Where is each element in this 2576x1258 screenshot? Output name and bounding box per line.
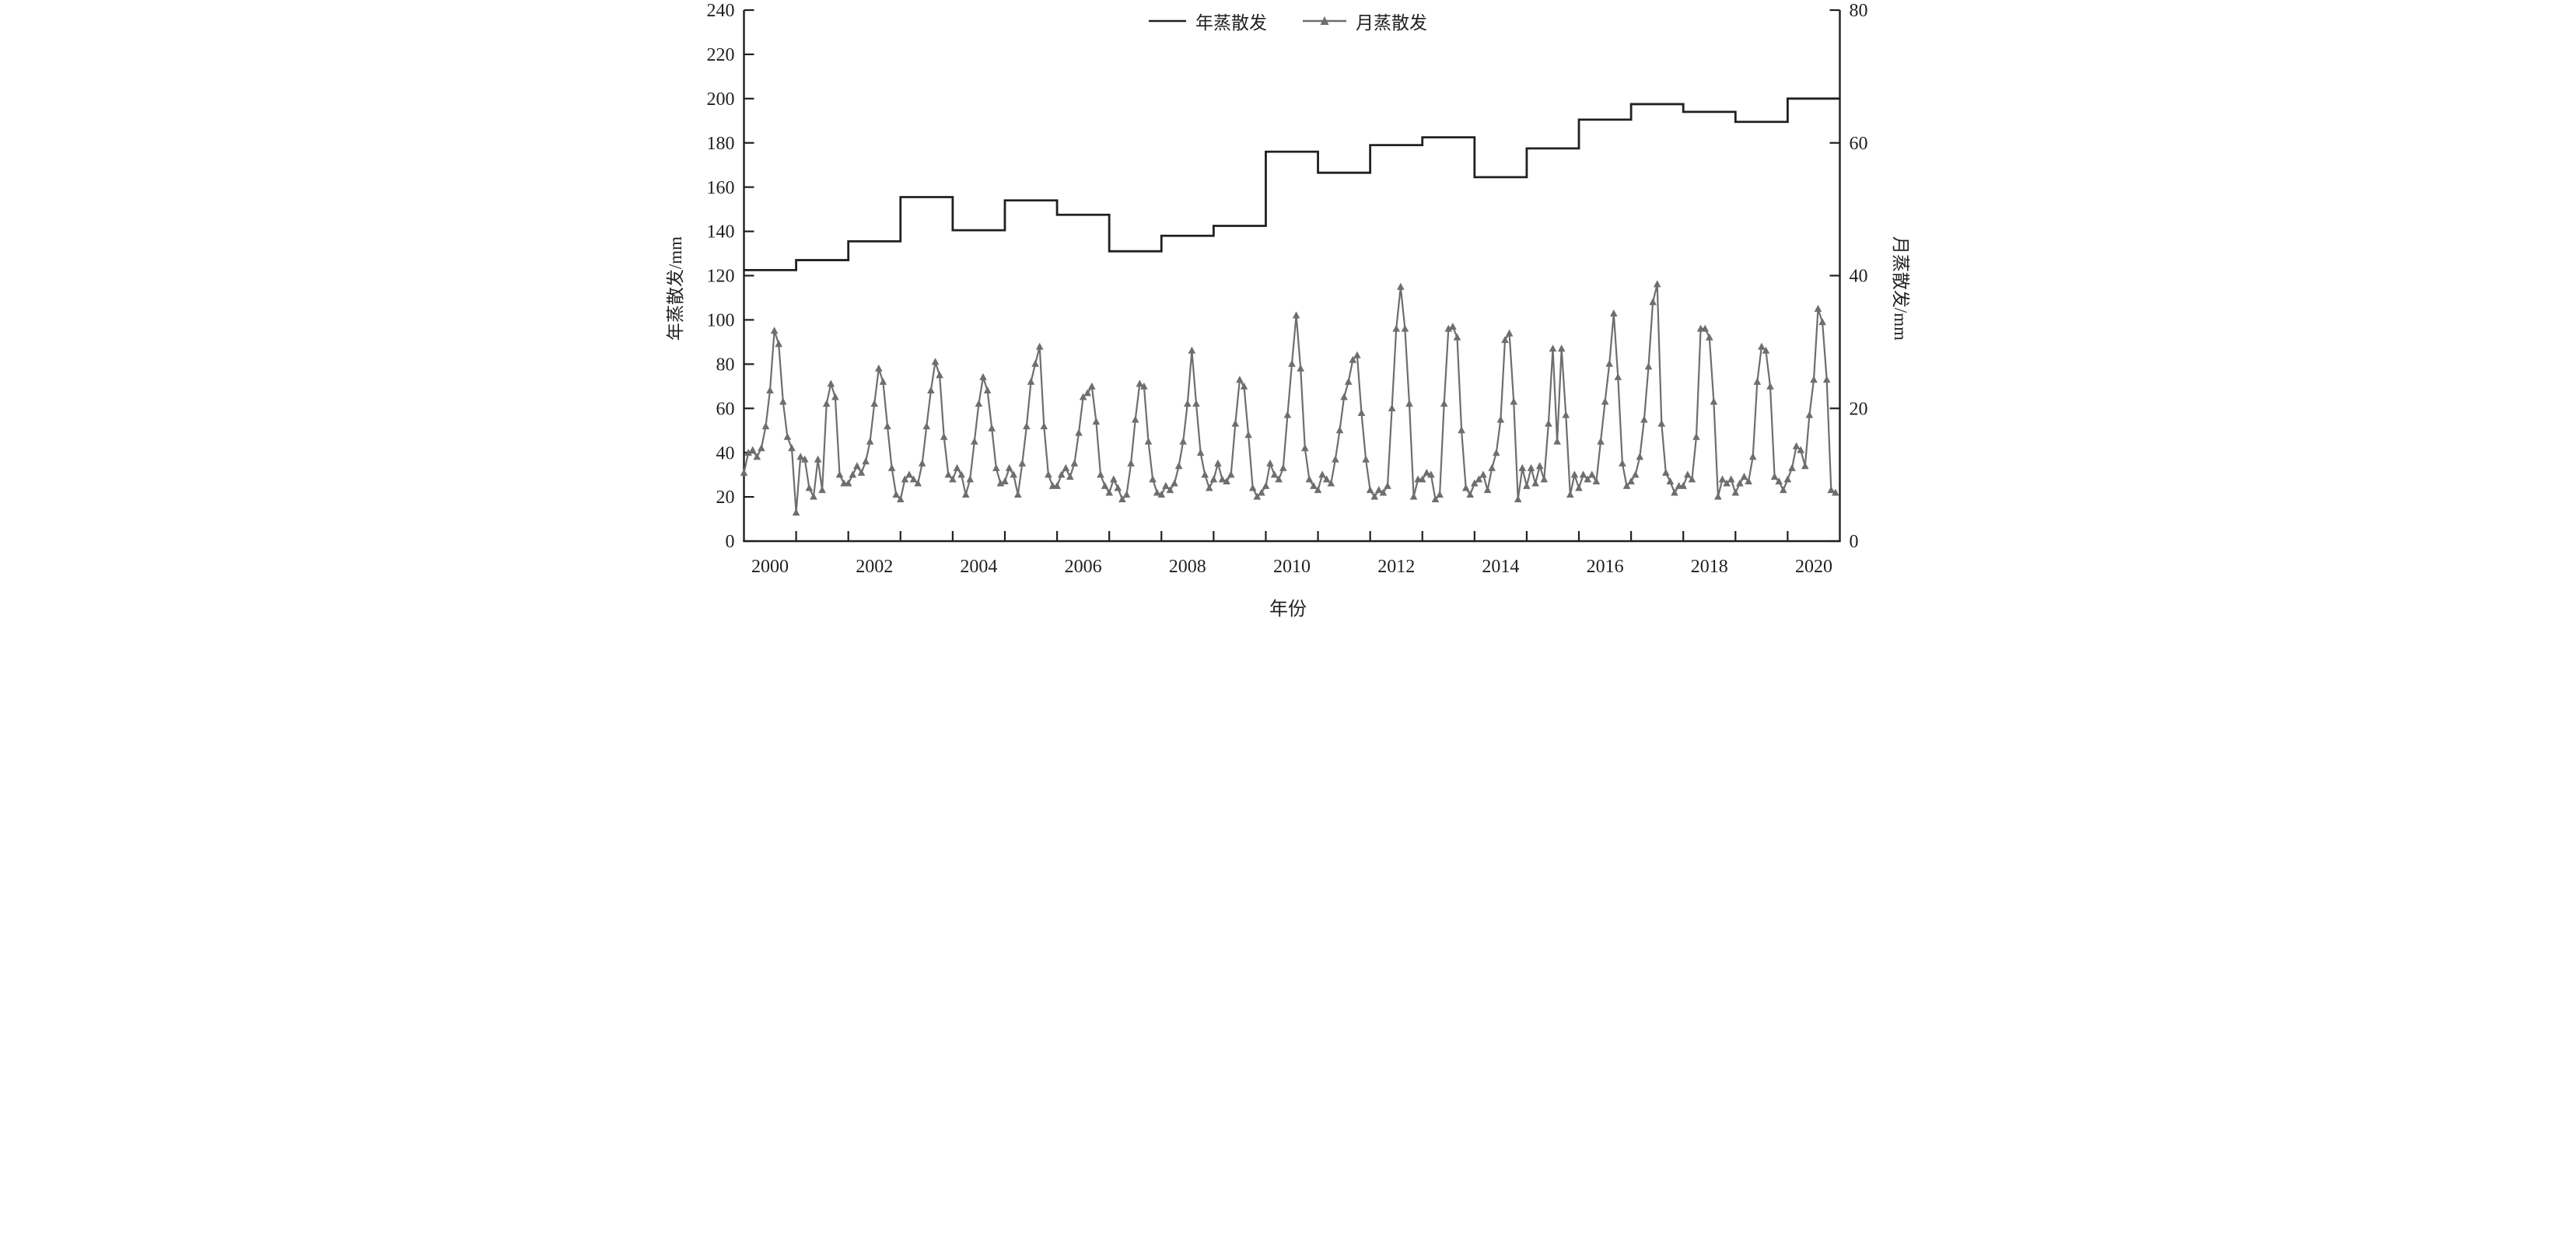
left-axis-tick-label: 140 <box>707 222 735 243</box>
x-axis-tick-label: 2010 <box>1273 557 1311 577</box>
x-axis-title: 年份 <box>1269 599 1307 620</box>
left-axis-tick-label: 80 <box>716 355 735 375</box>
monthly-line-triangle-sample-icon <box>1303 16 1346 25</box>
legend-item-annual: 年蒸散发 <box>1149 8 1267 34</box>
monthly-evapotranspiration-line <box>743 283 1836 514</box>
legend-label-monthly: 月蒸散发 <box>1356 13 1427 33</box>
x-axis-tick-label: 2018 <box>1691 557 1728 577</box>
left-axis-tick-label: 0 <box>726 532 735 552</box>
left-axis-tick-label: 220 <box>707 45 735 65</box>
x-axis-tick-label: 2006 <box>1065 557 1102 577</box>
chart-legend: 年蒸散发 月蒸散发 <box>644 8 1932 34</box>
left-axis-tick-label: 120 <box>707 267 735 287</box>
chart-canvas: 0 20 40 60 80 100 120 140 160 180 200 220 240 0 20 40 60… <box>707 1 1868 577</box>
x-axis-tick-label: 2014 <box>1482 557 1519 577</box>
left-axis-title: 年蒸散发/mm <box>666 236 685 341</box>
x-axis-tick-label: 2016 <box>1587 557 1624 577</box>
right-axis-title: 月蒸散发/mm <box>1891 236 1910 341</box>
x-axis-tick-label: 2002 <box>856 557 893 577</box>
legend-item-monthly: 月蒸散发 <box>1303 8 1427 34</box>
left-axis-tick-label: 40 <box>716 443 735 463</box>
legend-label-annual: 年蒸散发 <box>1195 13 1267 33</box>
annual-line-sample-icon <box>1149 19 1186 23</box>
right-axis-tick-label: 60 <box>1850 134 1868 154</box>
left-axis-tick-label: 160 <box>707 178 735 198</box>
right-axis-tick-label: 80 <box>1850 1 1868 21</box>
annual-evapotranspiration-step-line <box>744 97 1840 271</box>
right-axis-tick-label: 40 <box>1850 267 1868 287</box>
left-axis-tick-label: 100 <box>707 311 735 331</box>
left-axis-tick-label: 20 <box>716 487 735 508</box>
left-axis-tick-label: 240 <box>707 1 735 21</box>
x-axis-tick-label: 2020 <box>1795 557 1832 577</box>
right-axis-tick-label: 20 <box>1850 399 1868 419</box>
x-axis-tick-label: 2000 <box>751 557 789 577</box>
left-axis-tick-label: 200 <box>707 89 735 110</box>
right-axis-tick-label: 0 <box>1850 532 1859 552</box>
x-axis-tick-label: 2004 <box>960 557 997 577</box>
evapotranspiration-chart: 0 20 40 60 80 100 120 140 160 180 200 220 240 0 20 40 60… <box>644 0 1932 629</box>
x-axis-tick-label: 2012 <box>1377 557 1415 577</box>
left-axis-tick-label: 180 <box>707 134 735 154</box>
left-axis-tick-label: 60 <box>716 399 735 419</box>
x-axis-tick-label: 2008 <box>1169 557 1206 577</box>
